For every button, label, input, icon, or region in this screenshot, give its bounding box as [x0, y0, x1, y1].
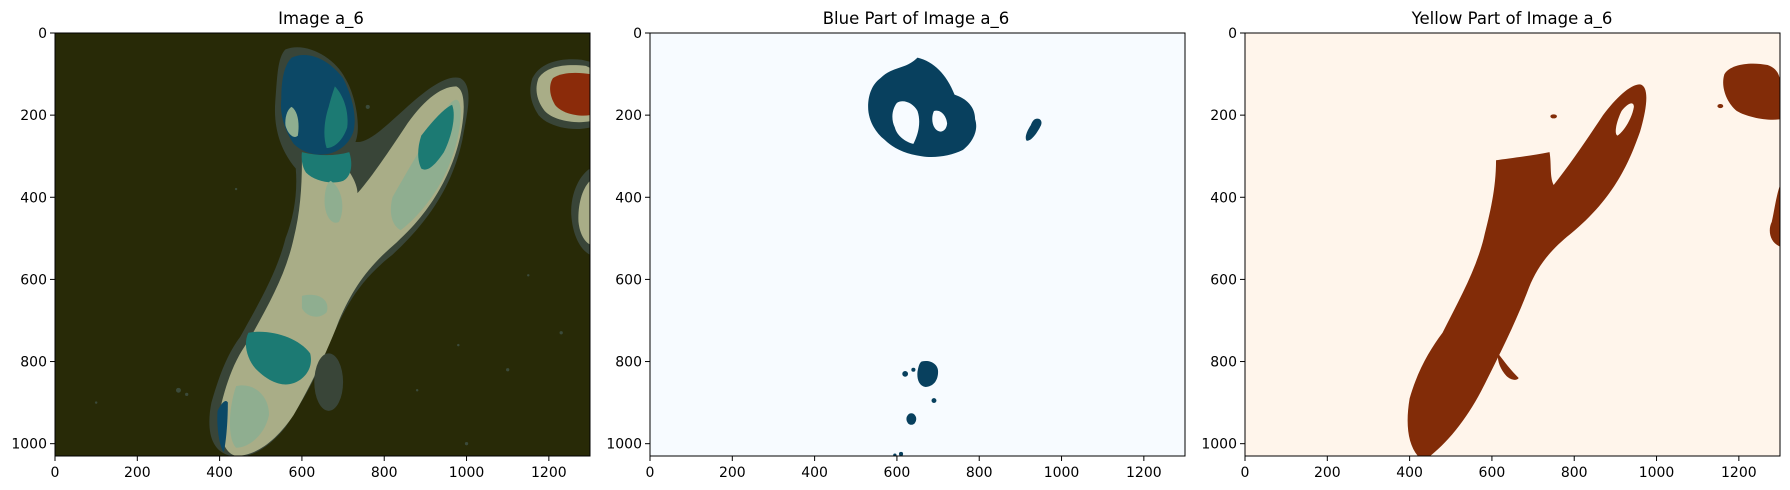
mask-tail-fin [1497, 353, 1519, 380]
panel-title: Yellow Part of Image a_6 [1411, 9, 1613, 29]
tail-patch [245, 331, 311, 385]
mask-speck [902, 370, 909, 377]
x-tick-label: 800 [371, 465, 398, 481]
x-tick-label: 1000 [1639, 465, 1675, 481]
y-ticks: 0 200 400 600 800 1000 [11, 26, 55, 453]
y-ticks: 0 200 400 600 800 1000 [1201, 26, 1245, 453]
y-tick-label: 400 [20, 190, 47, 206]
dark-blob [314, 353, 344, 411]
mask-corner-object [1723, 63, 1780, 120]
tail-sage [229, 385, 269, 448]
x-tick-label: 200 [124, 465, 151, 481]
y-ticks: 0 200 400 600 800 1000 [606, 26, 650, 453]
y-tick-label: 0 [38, 26, 47, 42]
x-tick-label: 600 [289, 465, 316, 481]
panel-title: Image a_6 [278, 9, 364, 29]
y-tick-label: 200 [615, 108, 642, 124]
x-tick-label: 0 [51, 465, 60, 481]
body-spot-2 [301, 294, 328, 317]
y-tick-label: 800 [20, 355, 47, 371]
image-area [1245, 33, 1780, 456]
edge-object-body [578, 180, 590, 245]
y-tick-label: 0 [1228, 26, 1237, 42]
fin-teal [418, 104, 454, 170]
noise-speckles [94, 104, 563, 446]
x-tick-label: 600 [1479, 465, 1506, 481]
x-tick-label: 600 [884, 465, 911, 481]
axes-frame [54, 32, 591, 457]
y-tick-label: 800 [615, 355, 642, 371]
mask-speck [893, 453, 897, 456]
x-tick-label: 200 [1314, 465, 1341, 481]
mask-speck [1550, 114, 1557, 119]
x-tick-label: 400 [1396, 465, 1423, 481]
mask-blob-tail-1 [917, 361, 939, 388]
mask-blob-fin [1025, 118, 1042, 141]
mask-edge-object [1769, 184, 1780, 247]
x-tick-label: 1000 [1044, 465, 1080, 481]
body-spot-1 [324, 180, 343, 223]
mask-body [1407, 84, 1647, 456]
x-ticks: 0 200 400 600 800 1000 1200 [1241, 456, 1757, 481]
mask-speck [911, 367, 916, 372]
y-tick-label: 0 [633, 26, 642, 42]
x-tick-label: 400 [206, 465, 233, 481]
x-tick-label: 1200 [531, 465, 567, 481]
image-area [650, 33, 1185, 456]
image-area [55, 33, 590, 456]
y-tick-label: 400 [615, 190, 642, 206]
panel-yellow-part: Yellow Part of Image a_6 0 200 400 600 800 10… [1201, 9, 1781, 481]
axes-frame [649, 32, 1186, 457]
y-tick-label: 400 [1210, 190, 1237, 206]
panel-original-image: Image a_6 [11, 9, 591, 481]
y-tick-label: 600 [1210, 272, 1237, 288]
tail-edge [217, 401, 228, 452]
x-ticks: 0 200 400 600 800 1000 1200 [51, 456, 567, 481]
mask-blob-head [868, 57, 977, 157]
x-tick-label: 1200 [1126, 465, 1162, 481]
head-sage [285, 106, 299, 137]
head-teal [324, 86, 348, 148]
neck-region [301, 152, 352, 183]
x-tick-label: 1000 [449, 465, 485, 481]
panel-title: Blue Part of Image a_6 [823, 9, 1010, 29]
x-tick-label: 0 [1241, 465, 1250, 481]
x-tick-label: 1200 [1721, 465, 1757, 481]
x-tick-label: 200 [719, 465, 746, 481]
y-tick-label: 600 [615, 272, 642, 288]
mask-speck [906, 413, 917, 425]
yellow-mask [1407, 63, 1780, 456]
x-tick-label: 800 [1561, 465, 1588, 481]
x-tick-label: 0 [646, 465, 655, 481]
y-tick-label: 1000 [1201, 437, 1237, 453]
y-tick-label: 200 [20, 108, 47, 124]
y-tick-label: 1000 [606, 437, 642, 453]
y-tick-label: 800 [1210, 355, 1237, 371]
axes-frame [1244, 32, 1781, 457]
mask-speck [1717, 104, 1724, 109]
x-tick-label: 800 [966, 465, 993, 481]
mask-speck [898, 451, 904, 456]
mask-speck [931, 398, 937, 404]
y-tick-label: 200 [1210, 108, 1237, 124]
corner-object-core [550, 72, 590, 116]
blue-mask [868, 57, 1042, 456]
x-ticks: 0 200 400 600 800 1000 1200 [646, 456, 1162, 481]
x-tick-label: 400 [801, 465, 828, 481]
y-tick-label: 600 [20, 272, 47, 288]
y-tick-label: 1000 [11, 437, 47, 453]
panel-blue-part: Blue Part of Image a_6 0 200 400 600 800 1000… [606, 9, 1186, 481]
